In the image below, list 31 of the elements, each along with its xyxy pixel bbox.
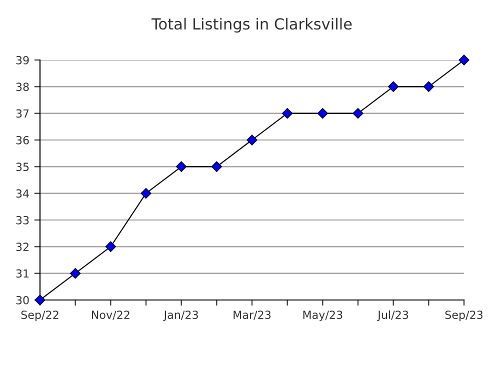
x-tick-label: Sep/22 xyxy=(21,310,58,322)
y-tick-label: 32 xyxy=(16,242,28,252)
point xyxy=(423,81,434,92)
point xyxy=(317,108,328,119)
y-tick-label: 38 xyxy=(16,82,29,92)
x-tick-label: Jul/23 xyxy=(377,310,408,322)
point xyxy=(458,54,470,66)
point xyxy=(211,161,222,172)
x-tick-label: Sep/23 xyxy=(445,310,483,322)
y-tick-label: 33 xyxy=(16,216,29,224)
point xyxy=(34,294,46,306)
point xyxy=(246,134,258,146)
chart-title: Total Listings in Clarksville xyxy=(151,18,352,33)
point xyxy=(282,108,293,119)
x-tick-label: Mar/23 xyxy=(234,310,271,320)
x-tick-label: Nov/22 xyxy=(92,310,130,320)
y-tick-label: 36 xyxy=(16,136,29,144)
y-tick-label: 37 xyxy=(16,109,29,118)
point xyxy=(140,188,152,199)
x-tick-label: Jan/23 xyxy=(163,310,198,322)
y-tick-label: 34 xyxy=(16,189,29,198)
y-tick-label: 31 xyxy=(16,269,29,278)
point xyxy=(70,268,81,279)
point xyxy=(352,108,364,119)
y-tick-label: 39 xyxy=(16,56,29,64)
point xyxy=(388,81,399,92)
y-tick-label: 30 xyxy=(16,296,29,304)
x-tick-label: May/23 xyxy=(303,310,342,322)
point xyxy=(176,161,187,172)
point xyxy=(105,241,116,252)
y-tick-label: 35 xyxy=(16,162,29,172)
